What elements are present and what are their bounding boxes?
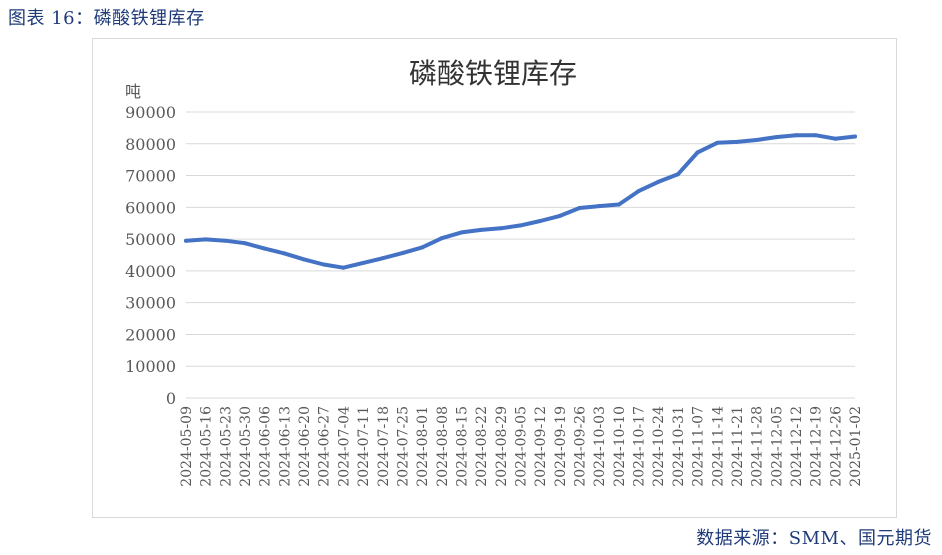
data-source-note: 数据来源：SMM、国元期货 — [696, 528, 932, 549]
data-point — [715, 140, 720, 145]
x-tick-label: 2024-10-24 — [651, 406, 667, 487]
data-point — [793, 133, 798, 138]
y-tick-label: 40000 — [125, 262, 176, 281]
data-point — [675, 172, 680, 177]
x-tick-label: 2024-09-19 — [553, 406, 569, 487]
x-tick-label: 2024-05-30 — [238, 406, 254, 487]
data-point — [420, 245, 425, 250]
data-point — [754, 137, 759, 142]
data-point — [459, 230, 464, 235]
x-tick-label: 2024-12-19 — [809, 406, 825, 487]
data-point — [380, 256, 385, 261]
y-tick-label: 50000 — [125, 230, 176, 249]
x-tick-label: 2024-09-26 — [573, 406, 589, 487]
x-tick-label: 2024-09-12 — [533, 406, 549, 487]
data-point — [833, 136, 838, 141]
x-tick-label: 2024-10-31 — [671, 406, 687, 487]
data-point — [184, 238, 188, 243]
x-tick-label: 2024-08-01 — [415, 406, 431, 487]
data-point — [479, 227, 484, 232]
x-tick-label: 2024-08-15 — [454, 406, 470, 487]
x-tick-label: 2024-08-29 — [494, 406, 510, 487]
x-tick-label: 2024-06-13 — [277, 406, 293, 487]
data-point — [636, 189, 641, 194]
data-point — [557, 213, 562, 218]
data-point — [400, 251, 405, 256]
x-tick-label: 2024-10-17 — [632, 406, 648, 487]
gridlines — [186, 111, 855, 399]
data-point — [439, 236, 444, 241]
y-axis-tick-labels: 0 10000 20000 30000 40000 50000 60000 70000 8000… — [125, 103, 176, 408]
series-line-0 — [184, 133, 857, 270]
x-tick-label: 2025-01-02 — [848, 406, 864, 487]
x-tick-label: 2024-06-20 — [297, 406, 313, 487]
x-tick-label: 2024-06-06 — [258, 406, 274, 487]
data-point — [243, 241, 248, 246]
data-point — [361, 260, 366, 265]
data-point — [321, 262, 326, 267]
y-tick-label: 90000 — [125, 103, 176, 122]
x-tick-label: 2024-10-03 — [592, 406, 608, 487]
x-tick-label: 2024-11-21 — [730, 406, 746, 487]
x-tick-label: 2024-07-25 — [395, 406, 411, 487]
y-tick-label: 0 — [166, 389, 176, 408]
x-tick-label: 2024-11-14 — [710, 406, 726, 487]
data-point — [774, 135, 779, 140]
x-tick-label: 2024-11-07 — [691, 406, 707, 487]
data-point — [695, 150, 700, 155]
x-tick-label: 2024-08-22 — [474, 406, 490, 487]
x-tick-label: 2024-09-05 — [514, 406, 530, 487]
x-tick-label: 2024-11-28 — [750, 406, 766, 487]
data-point — [734, 139, 739, 144]
series-group — [184, 133, 857, 270]
data-point — [813, 133, 818, 138]
figure-caption: 图表 16：磷酸铁锂库存 — [8, 8, 205, 29]
y-tick-label: 80000 — [125, 135, 176, 154]
x-tick-label: 2024-12-12 — [789, 406, 805, 487]
data-point — [302, 257, 307, 262]
x-tick-label: 2024-05-16 — [199, 406, 215, 487]
data-point — [262, 246, 267, 251]
x-tick-label: 2024-08-08 — [435, 406, 451, 487]
data-point — [597, 204, 602, 209]
y-tick-label: 30000 — [125, 294, 176, 313]
data-point — [656, 179, 661, 184]
data-point — [538, 218, 543, 223]
y-tick-label: 60000 — [125, 198, 176, 217]
x-tick-label: 2024-06-27 — [317, 406, 333, 487]
x-tick-label: 2024-05-09 — [179, 406, 195, 487]
data-point — [577, 205, 582, 210]
y-tick-label: 20000 — [125, 325, 176, 344]
data-point — [282, 251, 287, 256]
y-axis-unit-label: 吨 — [125, 82, 141, 101]
x-tick-label: 2024-10-10 — [612, 406, 628, 487]
data-point — [341, 265, 346, 270]
data-point — [498, 226, 503, 231]
line-chart: 磷酸铁锂库存 吨 0 10000 20000 30000 40000 50000 60000… — [125, 57, 864, 487]
data-point — [203, 237, 208, 242]
x-tick-label: 2024-07-11 — [356, 406, 372, 487]
data-point — [223, 238, 228, 243]
x-axis-tick-labels: 2024-05-09 2024-05-16 2024-05-23 2024-05-30… — [179, 406, 864, 487]
y-tick-label: 70000 — [125, 167, 176, 186]
y-tick-label: 10000 — [125, 357, 176, 376]
x-tick-label: 2024-12-05 — [769, 406, 785, 487]
data-point — [616, 202, 621, 207]
x-tick-label: 2024-12-26 — [828, 406, 844, 487]
x-tick-label: 2024-07-04 — [336, 406, 352, 487]
x-tick-label: 2024-07-18 — [376, 406, 392, 487]
chart-title: 磷酸铁锂库存 — [409, 57, 577, 90]
chart-frame: 磷酸铁锂库存 吨 0 10000 20000 30000 40000 50000 60000… — [92, 38, 897, 518]
x-tick-label: 2024-05-23 — [218, 406, 234, 487]
data-point — [853, 134, 857, 139]
data-point — [518, 223, 523, 228]
